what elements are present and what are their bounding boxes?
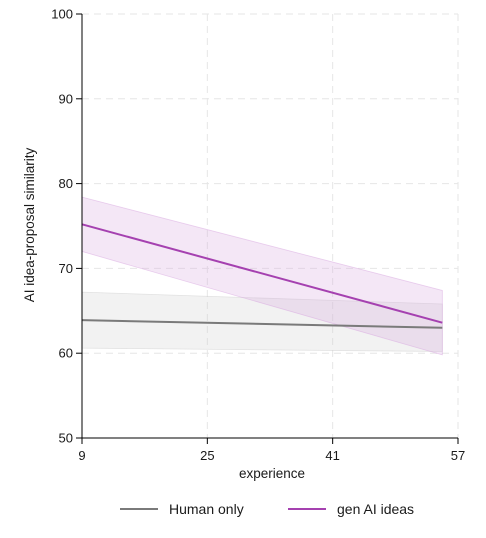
y-tick-label: 90: [59, 91, 73, 106]
legend: Human only gen AI ideas: [120, 501, 414, 517]
series-line-human-only: [81, 319, 443, 329]
x-tick-label: 25: [200, 448, 214, 463]
x-tick-label: 57: [451, 448, 465, 463]
axes: [81, 14, 458, 439]
y-axis-title: AI idea-proposal similarity: [22, 147, 37, 302]
x-tick-label: 41: [325, 448, 339, 463]
y-axis-ticks: 50 60 70 80 90 100: [51, 7, 82, 446]
series-line-gen-ai-ideas: [81, 223, 443, 324]
x-axis-title: experience: [239, 466, 305, 481]
y-tick-label: 60: [59, 346, 73, 361]
y-tick-label: 100: [51, 7, 73, 22]
confidence-bands: [81, 196, 443, 356]
y-tick-label: 80: [59, 176, 73, 191]
x-tick-label: 9: [78, 448, 85, 463]
x-axis-ticks: 9 25 41 57: [78, 438, 465, 463]
y-tick-label: 50: [59, 431, 73, 446]
legend-label: Human only: [169, 501, 244, 517]
legend-label: gen AI ideas: [337, 501, 414, 517]
series-lines: [81, 223, 443, 329]
y-tick-label: 70: [59, 261, 73, 276]
